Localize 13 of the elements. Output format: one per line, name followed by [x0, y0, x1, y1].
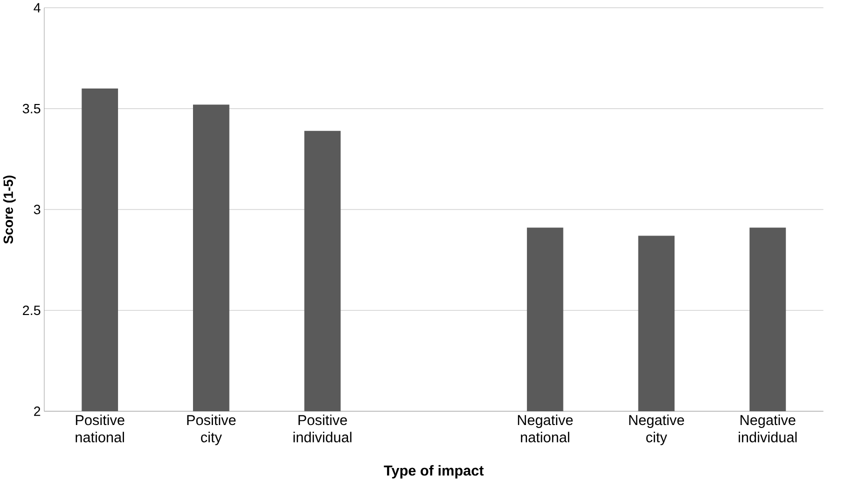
- x-axis-title: Type of impact: [384, 465, 484, 479]
- y-tick-label: 3: [34, 204, 40, 214]
- y-tick-label: 3.5: [22, 104, 40, 114]
- y-tick-label: 4: [34, 3, 40, 13]
- x-tick-label: Positive city: [187, 414, 236, 446]
- x-tick-label: Positive individual: [294, 414, 352, 442]
- x-tick-label: Negative national: [518, 414, 573, 442]
- y-axis-title: Score (1-5): [3, 176, 16, 244]
- x-tick-label: Negative city: [629, 414, 684, 446]
- x-tick-label: Positive national: [76, 414, 124, 442]
- x-tick-label: Negative individual: [738, 414, 797, 442]
- y-tick-label: 2.5: [22, 306, 40, 316]
- y-tick-label: 2: [34, 406, 40, 416]
